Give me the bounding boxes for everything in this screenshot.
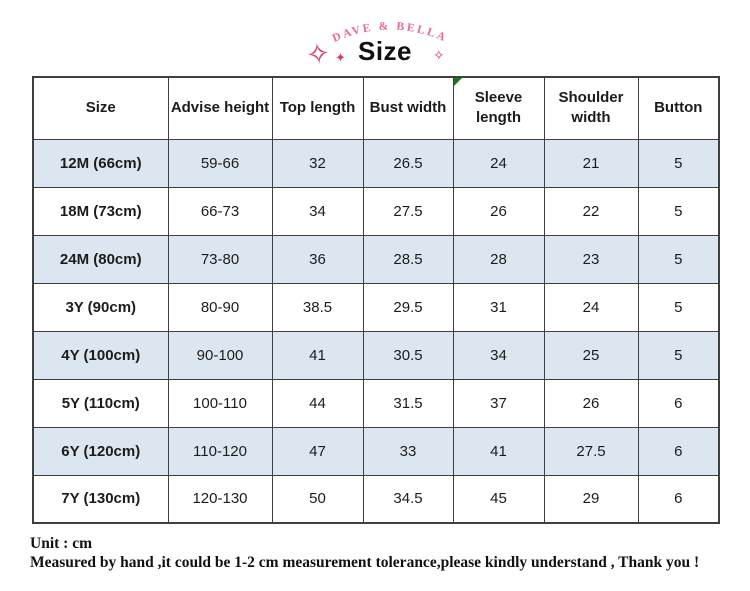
table-cell: 37	[452, 378, 545, 428]
column-header-top-length: Top length	[271, 76, 364, 140]
column-header-bust-width: Bust width	[362, 76, 454, 140]
table-row: 5Y (110cm) 100-110 44 31.5 37 26 6	[32, 378, 720, 428]
table-row: 18M (73cm) 66-73 34 27.5 26 22 5	[32, 186, 720, 236]
table-cell: 25	[543, 330, 639, 380]
table-cell: 34	[452, 330, 545, 380]
table-cell: 6	[637, 426, 720, 476]
table-cell: 110-120	[167, 426, 273, 476]
table-row: 3Y (90cm) 80-90 38.5 29.5 31 24 5	[32, 282, 720, 332]
page-title: Size	[357, 36, 413, 66]
table-cell: 26	[543, 378, 639, 428]
size-table: Size Advise height Top length Bust width…	[32, 76, 720, 524]
table-row: 4Y (100cm) 90-100 41 30.5 34 25 5	[32, 330, 720, 380]
table-cell: 33	[362, 426, 454, 476]
column-header-shoulder-width: Shoulder width	[543, 76, 639, 140]
table-cell: 66-73	[167, 186, 273, 236]
table-cell: 41	[452, 426, 545, 476]
table-cell: 24	[543, 282, 639, 332]
table-cell: 30.5	[362, 330, 454, 380]
table-cell: 26.5	[362, 138, 454, 188]
table-cell: 23	[543, 234, 639, 284]
table-cell: 45	[452, 474, 545, 524]
sparkle-outline-icon: ✧	[303, 35, 333, 73]
table-row: 12M (66cm) 59-66 32 26.5 24 21 5	[32, 138, 720, 188]
table-cell: 34	[271, 186, 364, 236]
header-row: Size Advise height Top length Bust width…	[32, 76, 720, 140]
table-cell: 120-130	[167, 474, 273, 524]
table-cell: 47	[271, 426, 364, 476]
table-cell: 38.5	[271, 282, 364, 332]
table-row: 7Y (130cm) 120-130 50 34.5 45 29 6	[32, 474, 720, 524]
column-header-label: Sleeve length	[474, 89, 523, 127]
table-cell: 27.5	[362, 186, 454, 236]
row-label: 18M (73cm)	[32, 186, 169, 236]
table-row: 6Y (120cm) 110-120 47 33 41 27.5 6	[32, 426, 720, 476]
row-label: 4Y (100cm)	[32, 330, 169, 380]
table-cell: 5	[637, 138, 720, 188]
sparkle-outline-icon: ✧	[433, 48, 445, 64]
row-label: 24M (80cm)	[32, 234, 169, 284]
tolerance-note: Measured by hand ,it could be 1-2 cm mea…	[30, 553, 700, 571]
table-cell: 36	[271, 234, 364, 284]
table-cell: 31	[452, 282, 545, 332]
table-cell: 27.5	[543, 426, 639, 476]
table-cell: 59-66	[167, 138, 273, 188]
sparkle-filled-icon: ✦	[335, 51, 346, 66]
table-cell: 80-90	[167, 282, 273, 332]
column-header-button: Button	[637, 76, 720, 140]
table-cell: 31.5	[362, 378, 454, 428]
table-cell: 28	[452, 234, 545, 284]
table-cell: 29.5	[362, 282, 454, 332]
table-cell: 21	[543, 138, 639, 188]
table-cell: 6	[637, 378, 720, 428]
column-header-advise-height: Advise height	[167, 76, 273, 140]
table-cell: 100-110	[167, 378, 273, 428]
table-cell: 26	[452, 186, 545, 236]
table-cell: 5	[637, 186, 720, 236]
row-label: 7Y (130cm)	[32, 474, 169, 524]
table-cell: 44	[271, 378, 364, 428]
cell-comment-marker-icon	[453, 78, 462, 86]
table-cell: 29	[543, 474, 639, 524]
table-cell: 32	[271, 138, 364, 188]
table-cell: 28.5	[362, 234, 454, 284]
table-cell: 24	[452, 138, 545, 188]
column-header-size: Size	[32, 76, 169, 140]
table-cell: 41	[271, 330, 364, 380]
table-cell: 73-80	[167, 234, 273, 284]
table-cell: 5	[637, 234, 720, 284]
table-cell: 5	[637, 282, 720, 332]
table-cell: 6	[637, 474, 720, 524]
table-cell: 90-100	[167, 330, 273, 380]
table-cell: 50	[271, 474, 364, 524]
footer-notes: Unit : cm Measured by hand ,it could be …	[30, 535, 740, 573]
table-cell: 34.5	[362, 474, 454, 524]
row-label: 12M (66cm)	[32, 138, 169, 188]
table-row: 24M (80cm) 73-80 36 28.5 28 23 5	[32, 234, 720, 284]
column-header-sleeve-length: Sleeve length	[452, 76, 545, 140]
brand-logo: DAVE & BELLA	[331, 20, 447, 44]
unit-note: Unit : cm	[30, 535, 92, 552]
row-label: 5Y (110cm)	[32, 378, 169, 428]
row-label: 6Y (120cm)	[32, 426, 169, 476]
row-label: 3Y (90cm)	[32, 282, 169, 332]
table-cell: 5	[637, 330, 720, 380]
table-cell: 22	[543, 186, 639, 236]
